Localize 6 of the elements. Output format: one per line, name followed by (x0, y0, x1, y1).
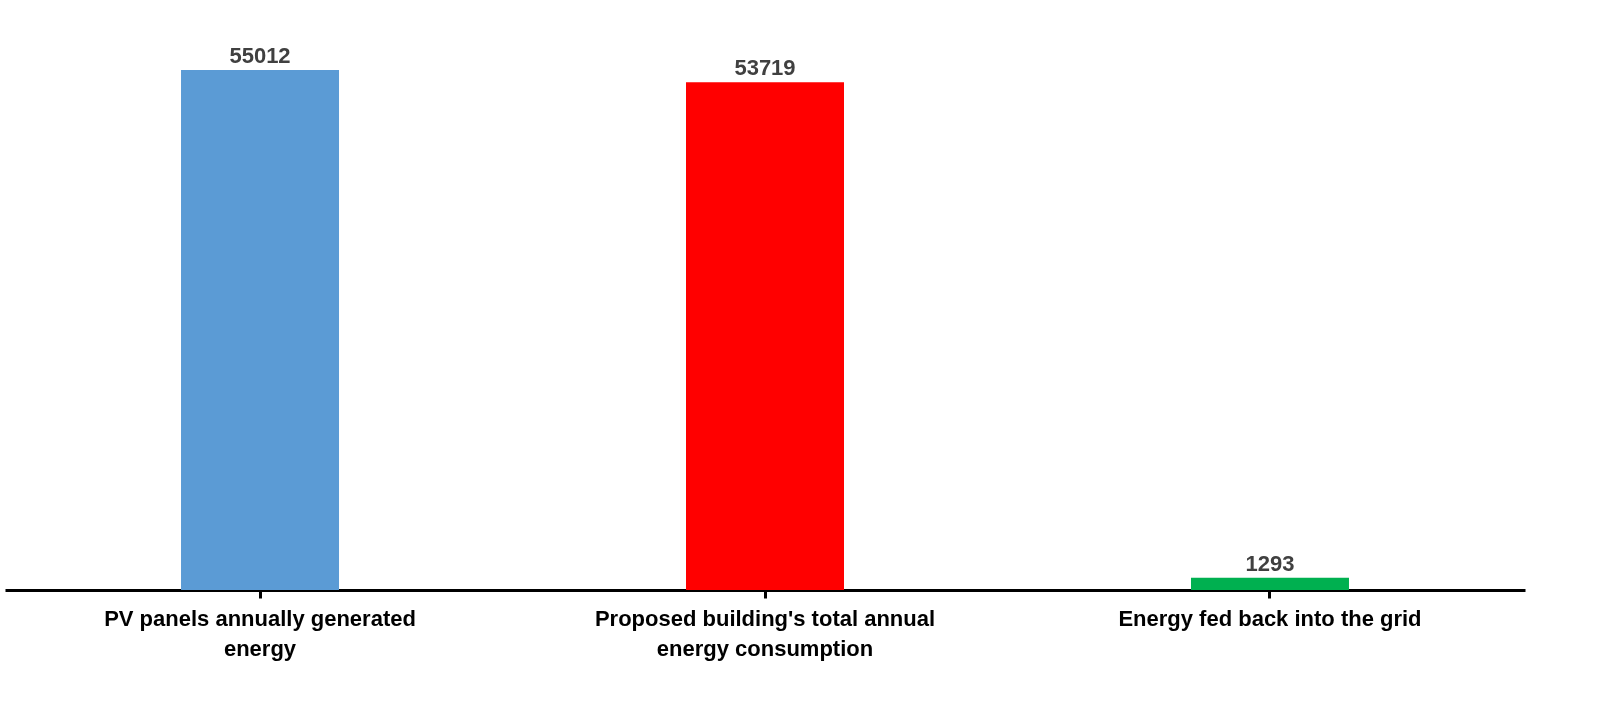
x-tick-label: PV panels annually generated energy (104, 605, 416, 661)
data-label: 55012 (229, 43, 291, 68)
x-tick-label: Energy fed back into the grid (1118, 605, 1422, 631)
x-tick-label: Proposed building's total annual energy consumption (594, 605, 936, 661)
data-label: 1293 (1245, 550, 1295, 576)
data-label: 53719 (734, 55, 796, 81)
